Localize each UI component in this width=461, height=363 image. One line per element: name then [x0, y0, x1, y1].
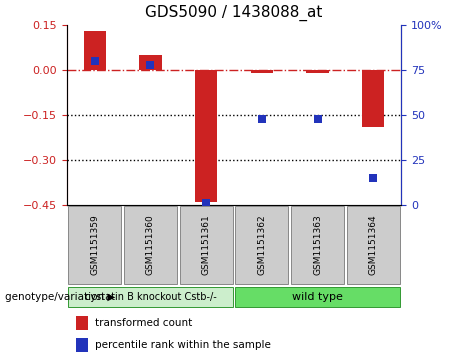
Text: GSM1151362: GSM1151362 [257, 215, 266, 276]
Text: GSM1151361: GSM1151361 [201, 215, 211, 276]
Text: GSM1151360: GSM1151360 [146, 215, 155, 276]
Point [91, 58, 98, 64]
Text: genotype/variation ▶: genotype/variation ▶ [5, 292, 115, 302]
Text: wild type: wild type [292, 292, 343, 302]
Text: GSM1151364: GSM1151364 [369, 215, 378, 276]
Bar [195, 70, 217, 202]
Point [147, 62, 154, 68]
Bar [362, 70, 384, 127]
Title: GDS5090 / 1438088_at: GDS5090 / 1438088_at [145, 5, 323, 21]
Bar [139, 55, 161, 70]
Text: GSM1151363: GSM1151363 [313, 215, 322, 276]
Text: cystatin B knockout Cstb-/-: cystatin B knockout Cstb-/- [84, 292, 216, 302]
Point [370, 175, 377, 181]
Text: percentile rank within the sample: percentile rank within the sample [95, 340, 271, 350]
Bar [251, 70, 273, 73]
Bar [307, 70, 329, 73]
Point [314, 116, 321, 122]
Point [258, 116, 266, 122]
Bar [83, 31, 106, 70]
Text: GSM1151359: GSM1151359 [90, 215, 99, 276]
Text: transformed count: transformed count [95, 318, 192, 328]
Point [202, 200, 210, 206]
